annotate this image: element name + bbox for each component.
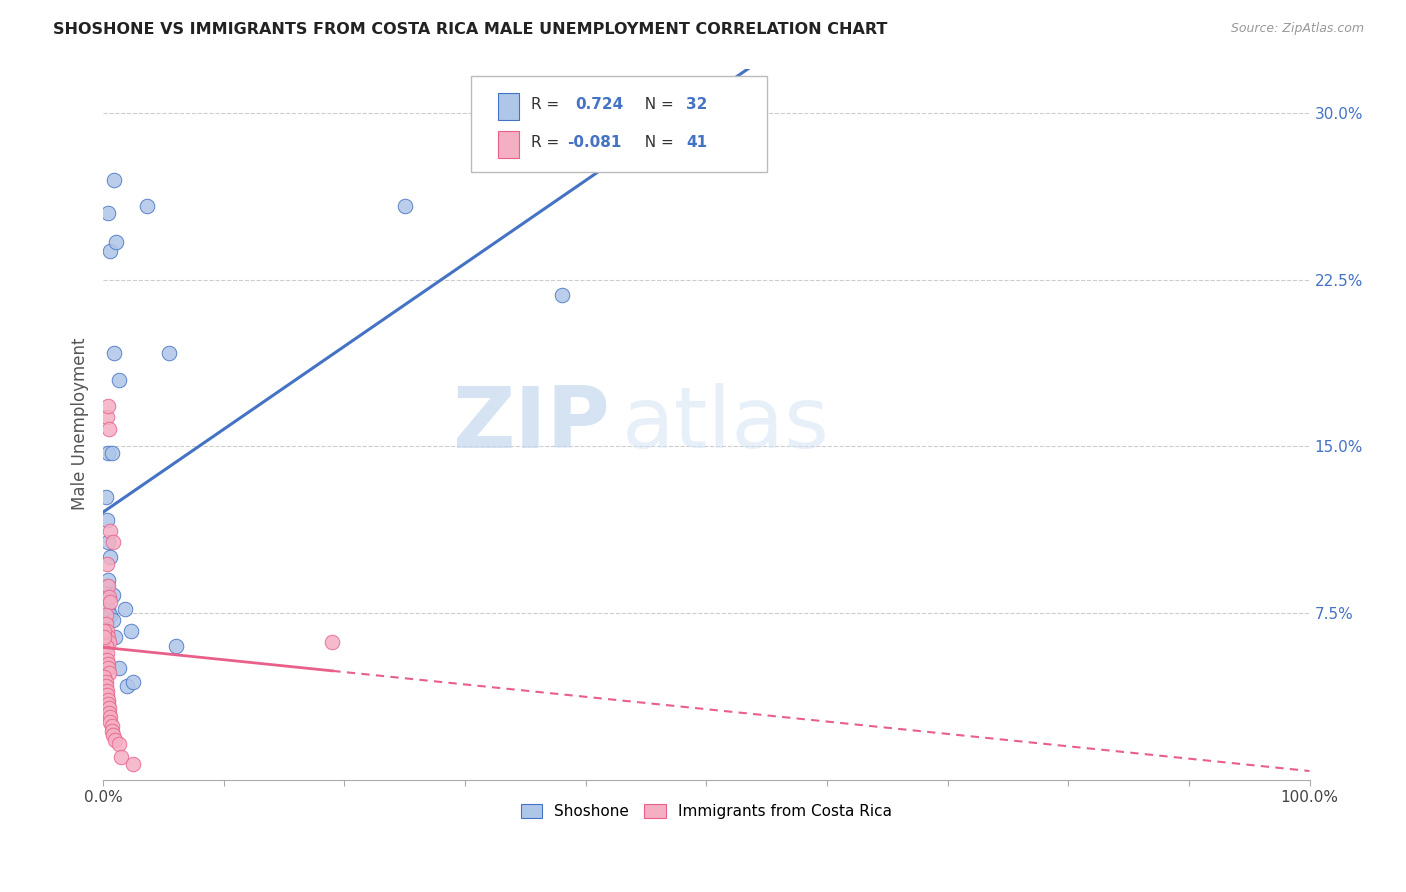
Point bbox=[135, 199, 157, 213]
Point bbox=[97, 534, 120, 549]
Point bbox=[108, 373, 131, 387]
Point bbox=[97, 610, 120, 624]
Point bbox=[103, 346, 125, 360]
Text: N =: N = bbox=[636, 135, 679, 150]
Point bbox=[96, 646, 118, 660]
Legend: Shoshone, Immigrants from Costa Rica: Shoshone, Immigrants from Costa Rica bbox=[515, 797, 898, 825]
Text: -0.081: -0.081 bbox=[568, 135, 621, 150]
Point bbox=[96, 513, 118, 527]
Point bbox=[101, 588, 124, 602]
Text: 41: 41 bbox=[686, 135, 707, 150]
Point bbox=[623, 102, 645, 116]
Point bbox=[97, 446, 120, 460]
Point bbox=[94, 608, 117, 623]
Point bbox=[97, 631, 120, 645]
Point bbox=[97, 661, 120, 675]
Text: atlas: atlas bbox=[621, 383, 830, 466]
Point bbox=[165, 640, 187, 654]
Point bbox=[98, 710, 121, 724]
Point bbox=[94, 491, 117, 505]
Point bbox=[98, 608, 121, 623]
Point bbox=[93, 670, 115, 684]
Text: 32: 32 bbox=[686, 96, 707, 112]
Point bbox=[97, 573, 120, 587]
Point bbox=[98, 635, 121, 649]
Point bbox=[114, 601, 136, 615]
Point bbox=[94, 617, 117, 632]
Point bbox=[98, 550, 121, 565]
Text: R =: R = bbox=[531, 135, 565, 150]
Point bbox=[97, 399, 120, 413]
Point bbox=[97, 579, 120, 593]
Point bbox=[394, 199, 416, 213]
Text: Source: ZipAtlas.com: Source: ZipAtlas.com bbox=[1230, 22, 1364, 36]
Point bbox=[96, 579, 118, 593]
Text: N =: N = bbox=[636, 96, 679, 112]
Point bbox=[96, 683, 118, 698]
Point bbox=[96, 557, 118, 571]
Point bbox=[94, 679, 117, 693]
Point bbox=[98, 714, 121, 729]
FancyBboxPatch shape bbox=[471, 76, 766, 171]
Point bbox=[117, 679, 139, 693]
Point bbox=[96, 624, 118, 638]
Text: SHOSHONE VS IMMIGRANTS FROM COSTA RICA MALE UNEMPLOYMENT CORRELATION CHART: SHOSHONE VS IMMIGRANTS FROM COSTA RICA M… bbox=[53, 22, 887, 37]
Point bbox=[96, 410, 118, 425]
Text: 0.724: 0.724 bbox=[575, 96, 623, 112]
Point bbox=[96, 652, 118, 666]
Point bbox=[93, 631, 115, 645]
FancyBboxPatch shape bbox=[498, 131, 519, 158]
Point bbox=[98, 665, 121, 680]
Point bbox=[105, 235, 128, 249]
Text: R =: R = bbox=[531, 96, 565, 112]
Point bbox=[96, 688, 118, 702]
Point bbox=[94, 674, 117, 689]
Point bbox=[122, 757, 145, 772]
Point bbox=[122, 674, 145, 689]
Point bbox=[108, 737, 131, 751]
Point bbox=[94, 640, 117, 654]
Point bbox=[120, 624, 142, 638]
Point bbox=[101, 728, 124, 742]
Point bbox=[101, 613, 124, 627]
Point bbox=[97, 657, 120, 671]
Point bbox=[104, 631, 127, 645]
Point bbox=[104, 732, 127, 747]
Point bbox=[97, 206, 120, 220]
Point bbox=[321, 635, 343, 649]
Point bbox=[159, 346, 181, 360]
Point bbox=[101, 534, 124, 549]
Point bbox=[100, 723, 122, 738]
Point bbox=[550, 288, 572, 302]
Point bbox=[97, 697, 120, 711]
Point bbox=[98, 421, 121, 435]
Point bbox=[98, 591, 121, 605]
Point bbox=[98, 595, 121, 609]
Y-axis label: Male Unemployment: Male Unemployment bbox=[72, 338, 89, 510]
Point bbox=[96, 591, 118, 605]
Point bbox=[98, 244, 121, 258]
Point bbox=[93, 624, 115, 638]
Text: ZIP: ZIP bbox=[453, 383, 610, 466]
Point bbox=[97, 601, 120, 615]
Point bbox=[100, 719, 122, 733]
Point bbox=[100, 446, 122, 460]
Point bbox=[97, 692, 120, 706]
Point bbox=[103, 172, 125, 186]
Point bbox=[110, 750, 132, 764]
Point bbox=[98, 706, 121, 720]
Point bbox=[98, 701, 121, 715]
FancyBboxPatch shape bbox=[498, 93, 519, 120]
Point bbox=[98, 524, 121, 538]
Point bbox=[108, 661, 131, 675]
